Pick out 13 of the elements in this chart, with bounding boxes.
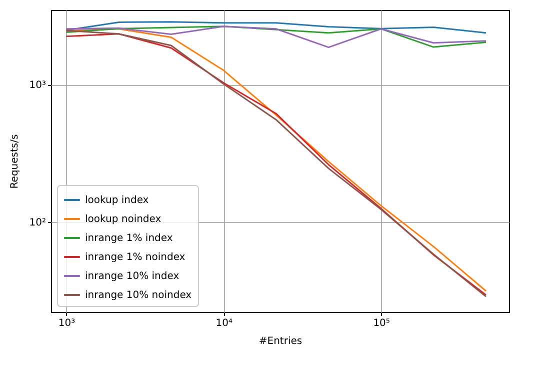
legend-label: inrange 1% index [85,233,173,244]
legend-label: inrange 10% index [85,271,180,282]
x-axis-title: #Entries [258,336,302,347]
y-axis-title: Requests/s [9,134,20,189]
legend-label: lookup noindex [85,214,162,225]
line-series [66,21,487,34]
y-tick-label: 10² [29,217,46,228]
legend-label: lookup index [85,195,149,206]
x-tick-label: 10⁵ [373,318,390,329]
x-tick-label: 10⁴ [216,318,233,329]
legend-label: inrange 1% noindex [85,252,186,263]
x-tick-label: 10³ [58,318,76,329]
legend-label: inrange 10% noindex [85,290,192,301]
